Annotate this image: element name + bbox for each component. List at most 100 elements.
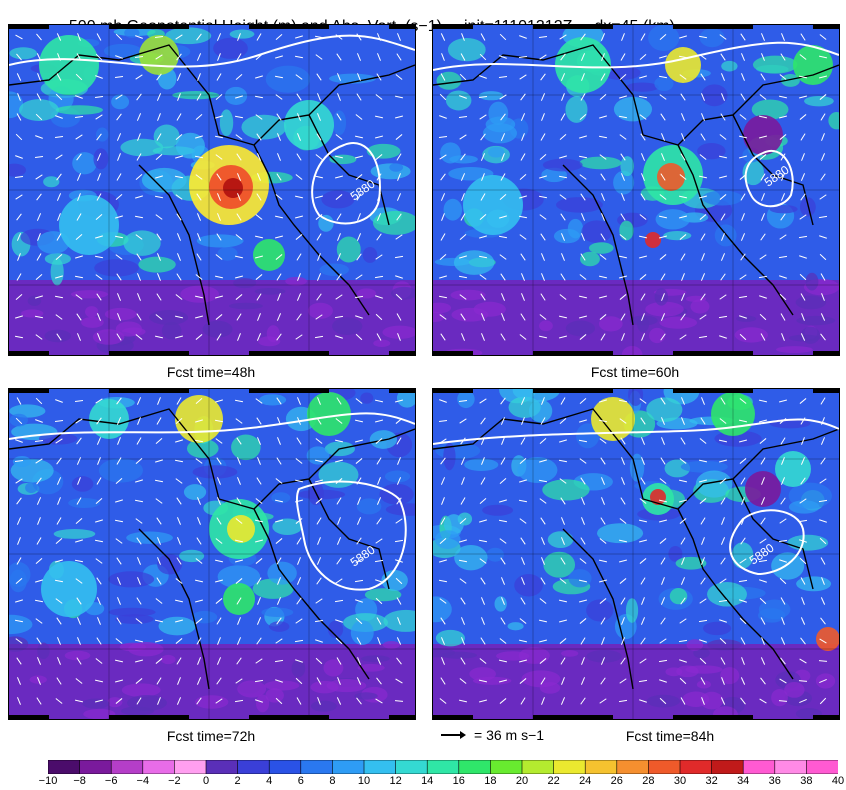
wind-vector: [157, 113, 161, 121]
colorbar-tick-label: 4: [266, 775, 273, 787]
wind-vector: [296, 397, 302, 405]
colorbar-tick-label: −8: [73, 775, 86, 787]
wind-vector: [176, 53, 182, 61]
wind-vector: [356, 517, 362, 525]
wind-vector: [216, 617, 222, 625]
wind-vector: [439, 115, 447, 119]
wind-vector: [276, 273, 282, 281]
wind-vector: [638, 679, 648, 683]
wind-vector: [176, 557, 182, 565]
wind-vector: [196, 253, 202, 261]
wind-vector: [438, 579, 448, 583]
vorticity-patch: [389, 163, 404, 172]
wind-vector: [661, 153, 665, 161]
wind-vector: [759, 538, 767, 544]
wind-vector: [579, 113, 587, 121]
border-tick: [9, 715, 49, 719]
wind-vector: [781, 333, 785, 341]
wind-vector: [799, 498, 807, 504]
vorticity-patch: [385, 503, 415, 516]
wind-vector: [738, 419, 748, 423]
wind-vector: [700, 293, 706, 301]
wind-vector: [255, 214, 263, 220]
wind-vector: [698, 619, 708, 623]
wind-vector: [458, 400, 468, 402]
wind-vector: [639, 658, 647, 664]
wind-vector: [481, 173, 485, 181]
wind-vector: [680, 397, 686, 405]
colorbar-tick-label: 32: [705, 775, 718, 787]
wind-vector: [216, 517, 222, 525]
wind-vector: [719, 34, 727, 40]
wind-vector: [580, 537, 586, 545]
vorticity-max: [816, 627, 839, 651]
wind-vector: [237, 33, 241, 41]
wind-vector: [256, 617, 262, 625]
vorticity-patch: [734, 327, 768, 343]
wind-vector: [679, 174, 687, 180]
wind-vector: [35, 419, 43, 423]
wind-vector: [519, 659, 527, 663]
border-tick: [289, 25, 329, 29]
wind-vector: [640, 333, 646, 341]
wind-vector: [315, 195, 323, 199]
vorticity-patch: [588, 242, 614, 254]
wind-vector: [440, 517, 446, 525]
wind-vector: [760, 657, 766, 665]
wind-vector: [315, 438, 323, 444]
wind-vector: [176, 517, 182, 525]
wind-vector: [176, 497, 182, 505]
wind-vector: [599, 598, 607, 604]
wind-vector: [600, 333, 606, 341]
wind-vector: [520, 253, 526, 261]
vorticity-patch: [565, 96, 588, 123]
wind-vector: [441, 213, 445, 221]
vorticity-patch: [217, 565, 261, 589]
wind-vector: [540, 133, 546, 141]
country-borders: [9, 408, 415, 690]
wind-vector: [155, 598, 163, 604]
wind-vector: [36, 697, 42, 705]
wind-vector: [819, 94, 827, 100]
vorticity-patch: [332, 110, 347, 136]
country-borders: [433, 408, 839, 690]
wind-vector: [376, 677, 382, 685]
vorticity-max: [59, 195, 119, 255]
vorticity-patch: [217, 246, 238, 261]
vorticity-patch: [788, 500, 820, 514]
wind-vector: [699, 195, 707, 199]
colorbar-swatch: [806, 760, 838, 774]
wind-vector: [720, 73, 726, 81]
wind-vector: [294, 479, 304, 483]
border-tick: [149, 351, 189, 355]
wind-vector: [277, 577, 281, 585]
wind-vector: [375, 295, 383, 299]
wind-vector: [579, 618, 587, 624]
vorticity-patch: [682, 691, 710, 707]
wind-vector: [175, 294, 183, 300]
wind-vector: [800, 577, 806, 585]
wind-vector: [501, 597, 505, 605]
vorticity-patch: [191, 610, 218, 624]
wind-vector: [395, 518, 403, 524]
wind-vector: [235, 73, 243, 81]
wind-vector: [334, 155, 344, 159]
vorticity-patch: [157, 554, 183, 575]
wind-vector: [460, 313, 466, 321]
wind-vector: [16, 113, 22, 121]
wind-vector: [621, 33, 625, 41]
wind-vector: [375, 419, 383, 423]
wind-vector: [801, 313, 805, 321]
vorticity-patch: [454, 544, 488, 571]
wind-vector: [154, 479, 164, 483]
wind-vector: [57, 497, 61, 505]
wind-vector: [739, 558, 747, 564]
wind-vector: [136, 537, 142, 545]
wind-vector: [740, 677, 746, 685]
wind-vector: [519, 195, 527, 199]
wind-vector: [155, 658, 163, 664]
wind-vector: [781, 617, 785, 625]
wind-vector: [196, 637, 202, 645]
wind-vector: [396, 313, 402, 321]
wind-vector: [479, 114, 487, 120]
